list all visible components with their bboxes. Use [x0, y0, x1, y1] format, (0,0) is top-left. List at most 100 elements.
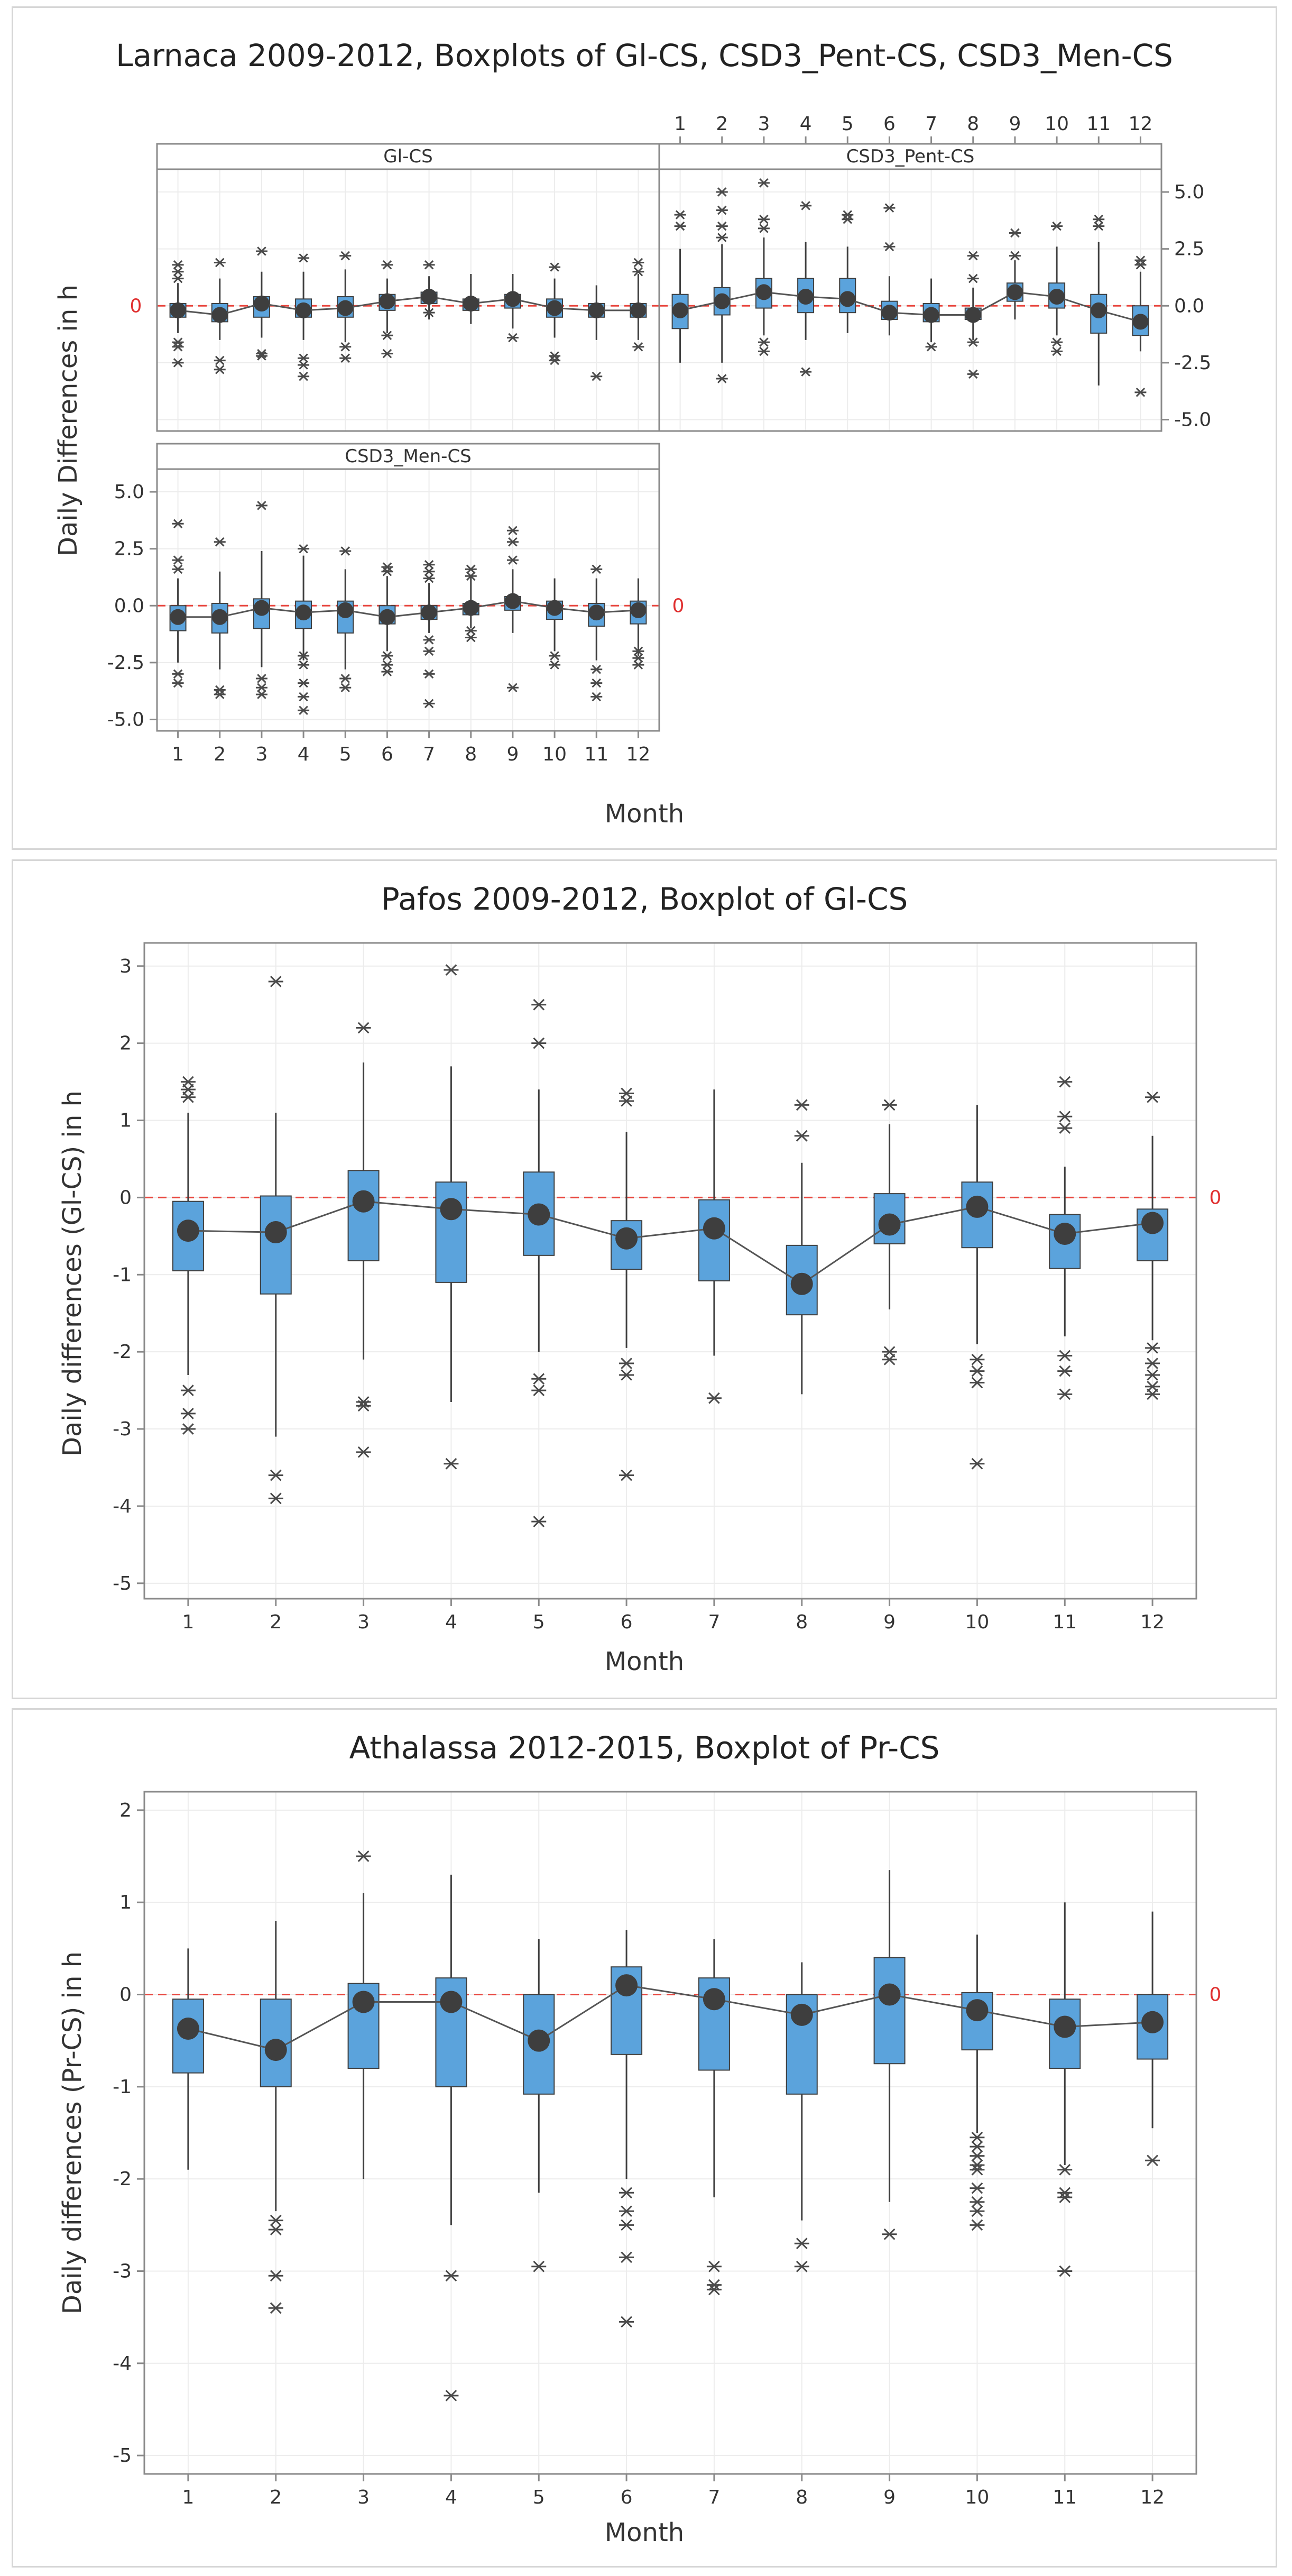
outlier-point — [506, 526, 519, 535]
y-tick-label: 3 — [119, 956, 132, 977]
mean-point — [504, 593, 521, 609]
plot-frame — [156, 468, 660, 732]
outlier-point — [381, 260, 393, 270]
outlier-stroke — [382, 667, 392, 676]
outlier-stroke — [533, 1037, 545, 1049]
y-tick-label: -3 — [113, 1418, 132, 1440]
outlier-point — [423, 573, 435, 583]
box-iqr — [873, 1957, 906, 2065]
outlier-point — [298, 253, 310, 263]
mean-point — [1007, 284, 1023, 300]
outlier-stroke — [299, 651, 308, 661]
outlier-point — [590, 564, 603, 574]
outlier-stroke — [883, 2228, 896, 2240]
outlier-point — [970, 2196, 985, 2208]
mean-point — [170, 609, 186, 625]
outlier-stroke — [270, 2270, 282, 2282]
outlier-stroke — [424, 669, 434, 679]
outlier-stroke — [592, 665, 602, 674]
outlier-stroke — [759, 178, 769, 188]
facet-strip-label: Gl-CS — [383, 146, 432, 167]
outlier-stroke — [717, 187, 727, 197]
x-tick-label: 1 — [674, 113, 686, 135]
outlier-point — [465, 626, 477, 636]
mean-point — [253, 295, 270, 311]
x-tick-label: 7 — [708, 1611, 720, 1633]
outlier-stroke — [257, 246, 266, 256]
x-tick-label: 4 — [445, 2487, 457, 2508]
outlier-point — [882, 1353, 897, 1365]
y-tick-label: 2 — [119, 1800, 132, 1821]
y-tick-label: -2.5 — [1174, 352, 1211, 374]
outlier-stroke — [550, 262, 559, 272]
outlier-point — [444, 964, 459, 976]
mean-point — [881, 305, 898, 321]
outlier-point — [674, 210, 686, 219]
outlier-point — [381, 349, 393, 359]
outlier-stroke — [971, 2150, 983, 2162]
outlier-stroke — [340, 546, 350, 556]
mean-point — [264, 1221, 287, 1244]
outlier-point — [1057, 1350, 1073, 1362]
outlier-stroke — [173, 519, 183, 529]
outlier-point — [255, 246, 267, 256]
outlier-stroke — [1147, 1388, 1158, 1400]
outlier-point — [444, 1457, 459, 1470]
x-tick-label: 11 — [1053, 1611, 1077, 1633]
mean-point — [1054, 2015, 1076, 2038]
y-tick-label: 0 — [119, 1187, 132, 1208]
outlier-stroke — [592, 371, 602, 381]
outlier-point — [339, 342, 352, 352]
mean-point — [504, 291, 521, 307]
outlier-stroke — [508, 555, 518, 565]
x-tick-label: 2 — [214, 744, 226, 765]
outlier-point — [1057, 2164, 1073, 2176]
outlier-point — [506, 537, 519, 547]
outlier-stroke — [621, 1358, 632, 1369]
outlier-stroke — [971, 1377, 983, 1389]
outlier-stroke — [182, 1423, 194, 1435]
outlier-stroke — [1059, 1388, 1071, 1400]
x-tick-label: 3 — [357, 1611, 370, 1633]
outlier-point — [882, 2228, 897, 2240]
outlier-stroke — [717, 205, 727, 215]
mean-point — [253, 600, 270, 616]
mean-point — [547, 300, 563, 316]
outlier-stroke — [796, 2260, 808, 2272]
x-tick-label: 10 — [1045, 113, 1069, 135]
x-tick-label: 6 — [621, 2487, 633, 2508]
outlier-stroke — [340, 683, 350, 692]
outlier-stroke — [445, 964, 457, 976]
x-tick-label: 4 — [800, 113, 812, 135]
x-tick-label: 8 — [967, 113, 979, 135]
outlier-stroke — [533, 998, 545, 1011]
outlier-point — [882, 1099, 897, 1111]
mean-point — [1132, 314, 1149, 330]
outlier-point — [172, 267, 184, 277]
outlier-point — [172, 669, 184, 679]
outlier-point — [172, 342, 184, 352]
outlier-stroke — [257, 674, 266, 683]
facet-strip-label: CSD3_Men-CS — [345, 446, 472, 467]
outlier-stroke — [633, 646, 643, 656]
outlier-stroke — [971, 2141, 983, 2153]
outlier-stroke — [550, 660, 559, 670]
x-tick-label: 1 — [172, 744, 184, 765]
outlier-point — [970, 2182, 985, 2194]
outlier-point — [883, 242, 896, 252]
mean-point — [379, 293, 395, 309]
mean-point — [615, 1974, 638, 1997]
outlier-stroke — [801, 367, 810, 377]
outlier-stroke — [508, 333, 518, 343]
mean-point — [703, 1988, 725, 2011]
outlier-stroke — [173, 260, 183, 270]
x-tick-label: 2 — [270, 1611, 282, 1633]
outlier-point — [268, 2302, 283, 2314]
x-tick-label: 2 — [270, 2487, 282, 2508]
x-tick-label: 9 — [883, 2487, 896, 2508]
outlier-point — [255, 690, 267, 699]
outlier-stroke — [708, 1392, 720, 1404]
outlier-stroke — [1059, 2187, 1071, 2199]
outlier-point — [531, 1516, 547, 1527]
